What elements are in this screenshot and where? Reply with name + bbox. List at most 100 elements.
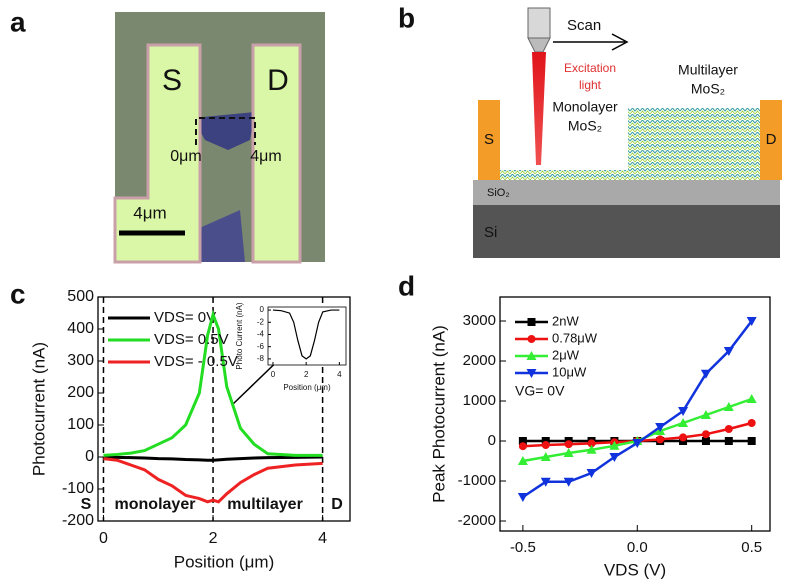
y-tick-label: 0 <box>488 432 496 449</box>
electrode <box>251 43 302 264</box>
marker <box>655 423 666 432</box>
marker <box>540 477 551 487</box>
marker <box>701 430 710 439</box>
marker <box>700 410 711 419</box>
legend-marker <box>527 318 536 326</box>
si-layer <box>473 205 780 258</box>
y-tick-label: -1000 <box>458 472 496 489</box>
marker <box>587 439 596 448</box>
marker <box>563 477 574 487</box>
marker <box>632 439 643 448</box>
y-tick-label: -100 <box>62 480 94 497</box>
y-tick-label: 200 <box>67 384 94 401</box>
marker <box>724 437 733 445</box>
schematic: Scan Excitation light Monolayer MoS₂ Mul… <box>473 7 782 258</box>
x-tick-label: 4 <box>337 370 342 379</box>
scan-label: Scan <box>567 17 601 34</box>
scan-line <box>195 117 256 145</box>
marker <box>723 402 734 411</box>
y-tick-label: 3000 <box>463 312 496 329</box>
plot-frame <box>97 296 351 522</box>
marker <box>700 369 711 379</box>
y-tick-label: -4 <box>257 330 265 339</box>
legend-marker <box>526 351 537 360</box>
y-tick-label: -2000 <box>458 512 496 529</box>
x-axis-title: Position (μm) <box>174 552 274 571</box>
y-axis-title: Photocurrent (nA) <box>29 342 48 476</box>
electrode <box>478 100 500 180</box>
y-tick-label: -200 <box>62 512 94 529</box>
legend-marker <box>527 335 536 343</box>
marker <box>518 437 527 445</box>
multilayer-label: Multilayer <box>678 62 738 78</box>
marker <box>723 347 734 356</box>
marker <box>679 433 688 442</box>
electrode <box>760 100 782 180</box>
y-axis-title: Peak Photocurrent (nA) <box>429 325 448 503</box>
marker <box>609 440 620 450</box>
marker <box>678 407 689 416</box>
legend-label: 10μW <box>552 364 587 379</box>
series-line <box>103 309 323 457</box>
substrate-label: Si <box>484 224 497 241</box>
marker <box>541 441 550 449</box>
panel-label: d <box>398 270 415 301</box>
scan-arrow-head <box>611 33 629 51</box>
electrode <box>113 43 202 264</box>
electrode-label: D <box>267 64 289 97</box>
inset-background <box>268 307 346 365</box>
legend-label: VDS= 0.5V <box>154 331 229 348</box>
multilayer <box>628 108 760 180</box>
marker <box>563 448 574 457</box>
marker <box>564 440 573 449</box>
marker <box>746 317 757 326</box>
x-axis-title: VDS (V) <box>604 560 666 579</box>
y-tick-label: 100 <box>67 416 94 433</box>
annotation: S <box>81 496 92 513</box>
x-tick-label: 2 <box>304 370 309 379</box>
y-tick-label: 300 <box>67 352 94 369</box>
panel-label: a <box>10 6 26 37</box>
electrode-label: D <box>766 131 777 148</box>
marker <box>540 452 551 461</box>
plot-frame <box>499 296 771 532</box>
marker <box>517 456 528 465</box>
panel-label: b <box>398 2 415 33</box>
y-tick-label: 2000 <box>463 352 496 369</box>
position-label: 4μm <box>250 148 281 165</box>
y-axis-title: Photo Current (nA) <box>235 302 244 369</box>
legend-label: 0.78μW <box>552 330 598 345</box>
x-tick-label: 0.5 <box>741 539 762 556</box>
beam-label: Excitation <box>564 61 616 75</box>
annotation: multilayer <box>227 496 303 513</box>
x-tick-label: 2 <box>209 530 218 547</box>
y-tick-label: 400 <box>67 320 94 337</box>
objective <box>527 7 551 39</box>
legend-label: 2nW <box>552 313 579 328</box>
marker <box>747 437 756 445</box>
marker <box>517 493 528 502</box>
annotation: monolayer <box>115 496 196 513</box>
series-line <box>103 457 323 504</box>
marker <box>678 418 689 427</box>
panel-label: c <box>10 278 26 309</box>
legend-marker <box>526 369 537 378</box>
x-tick-label: 0.0 <box>627 539 648 556</box>
sio2-layer <box>473 180 780 205</box>
marker <box>586 469 597 478</box>
marker <box>609 453 620 462</box>
annotation: VG= 0V <box>515 383 565 399</box>
marker <box>656 435 665 444</box>
x-tick-label: 0 <box>271 370 276 379</box>
multilayer-label: MoS₂ <box>691 81 725 97</box>
y-tick-label: -8 <box>257 354 265 363</box>
series-line <box>272 309 340 360</box>
position-label: 0μm <box>170 148 201 165</box>
marker <box>724 425 733 433</box>
objective-tip <box>527 37 551 53</box>
electrode-label: S <box>484 131 494 148</box>
legend-label: VDS= 0V <box>154 309 216 326</box>
y-tick-label: 0 <box>260 305 265 314</box>
monolayer-label: Monolayer <box>552 99 618 115</box>
